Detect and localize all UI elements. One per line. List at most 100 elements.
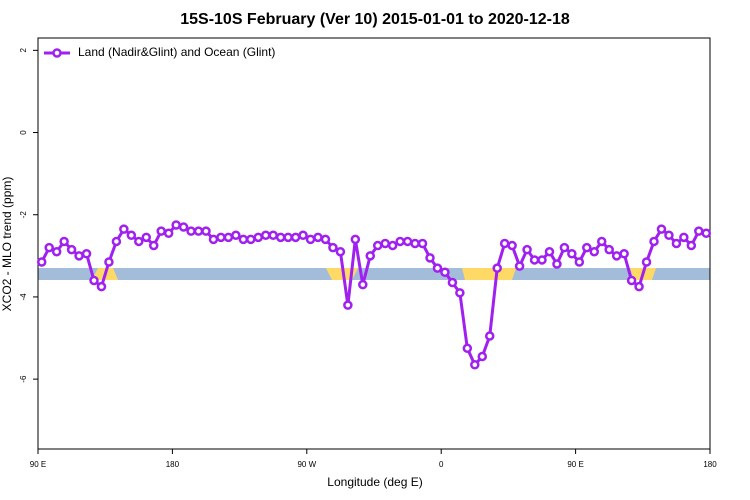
point bbox=[664, 230, 674, 241]
point bbox=[656, 224, 667, 234]
x-tick-label: 90 E bbox=[30, 460, 46, 469]
point bbox=[477, 351, 488, 362]
point bbox=[163, 228, 174, 238]
point bbox=[395, 236, 405, 247]
x-axis-label: Longitude (deg E) bbox=[327, 475, 422, 489]
legend-marker bbox=[52, 48, 62, 58]
point bbox=[611, 251, 622, 261]
point bbox=[604, 244, 614, 255]
x-tick-label: 180 bbox=[703, 460, 717, 469]
point bbox=[305, 234, 316, 245]
point bbox=[529, 255, 540, 265]
point bbox=[492, 263, 502, 273]
point bbox=[96, 281, 107, 292]
point bbox=[36, 257, 47, 267]
point bbox=[567, 249, 577, 259]
point bbox=[552, 259, 562, 269]
point bbox=[313, 232, 323, 243]
chart-title: 15S-10S February (Ver 10) 2015-01-01 to … bbox=[180, 11, 570, 28]
point bbox=[507, 240, 517, 251]
point bbox=[626, 275, 637, 286]
x-tick-label: 90 E bbox=[567, 460, 583, 469]
land-ocean-strip bbox=[38, 268, 710, 280]
point bbox=[320, 234, 331, 245]
point bbox=[455, 288, 465, 298]
point bbox=[59, 236, 69, 247]
point bbox=[470, 359, 480, 370]
point bbox=[447, 277, 458, 288]
x-tick-label: 180 bbox=[166, 460, 180, 469]
point bbox=[343, 300, 353, 310]
point bbox=[246, 234, 256, 245]
point bbox=[350, 234, 361, 245]
point bbox=[51, 246, 62, 257]
point bbox=[260, 230, 271, 241]
y-tick-label: 2 bbox=[19, 48, 28, 53]
x-tick-label: 90 W bbox=[297, 460, 316, 469]
point bbox=[141, 232, 152, 243]
point bbox=[484, 331, 495, 341]
point bbox=[119, 224, 129, 234]
point bbox=[283, 232, 293, 243]
point bbox=[619, 249, 629, 259]
point bbox=[186, 226, 196, 236]
point bbox=[201, 226, 211, 236]
point bbox=[44, 242, 54, 253]
legend-label: Land (Nadir&Glint) and Ocean (Glint) bbox=[78, 45, 275, 59]
point bbox=[522, 244, 532, 255]
point bbox=[440, 267, 450, 278]
point bbox=[686, 240, 697, 251]
point bbox=[126, 230, 137, 241]
point bbox=[425, 253, 435, 263]
point bbox=[89, 275, 99, 286]
point bbox=[104, 257, 114, 267]
point bbox=[358, 279, 368, 290]
point bbox=[410, 238, 420, 249]
point bbox=[462, 343, 473, 354]
point bbox=[694, 226, 704, 236]
point bbox=[223, 232, 234, 243]
point bbox=[268, 230, 278, 241]
point bbox=[74, 251, 84, 261]
point bbox=[81, 249, 92, 259]
point bbox=[537, 255, 547, 265]
point bbox=[111, 236, 122, 247]
point bbox=[208, 234, 219, 245]
point bbox=[596, 236, 607, 247]
y-axis-label: XCO2 - MLO trend (ppm) bbox=[0, 177, 14, 312]
point bbox=[238, 234, 249, 245]
point bbox=[253, 232, 264, 243]
point bbox=[402, 236, 413, 247]
point bbox=[275, 232, 286, 243]
point bbox=[634, 281, 644, 292]
point bbox=[582, 242, 592, 253]
point bbox=[365, 251, 376, 261]
point bbox=[417, 238, 428, 249]
point bbox=[335, 246, 346, 257]
point bbox=[231, 230, 241, 241]
point bbox=[66, 244, 77, 255]
point bbox=[171, 220, 181, 230]
y-tick-label: 0 bbox=[19, 130, 28, 135]
point bbox=[574, 257, 585, 267]
plot-frame bbox=[37, 37, 711, 450]
point bbox=[290, 232, 301, 243]
x-tick-label: 0 bbox=[439, 460, 444, 469]
point bbox=[641, 257, 652, 267]
point bbox=[499, 238, 510, 249]
point bbox=[148, 240, 159, 251]
point bbox=[193, 226, 204, 236]
point bbox=[216, 232, 226, 243]
y-tick-label: -4 bbox=[19, 293, 28, 301]
point bbox=[328, 242, 338, 253]
point bbox=[298, 230, 308, 241]
point bbox=[432, 263, 443, 273]
point bbox=[701, 228, 712, 238]
point bbox=[514, 261, 525, 271]
point bbox=[380, 238, 390, 249]
point bbox=[679, 232, 689, 243]
point bbox=[156, 226, 166, 236]
point bbox=[559, 242, 570, 253]
point bbox=[178, 222, 189, 232]
